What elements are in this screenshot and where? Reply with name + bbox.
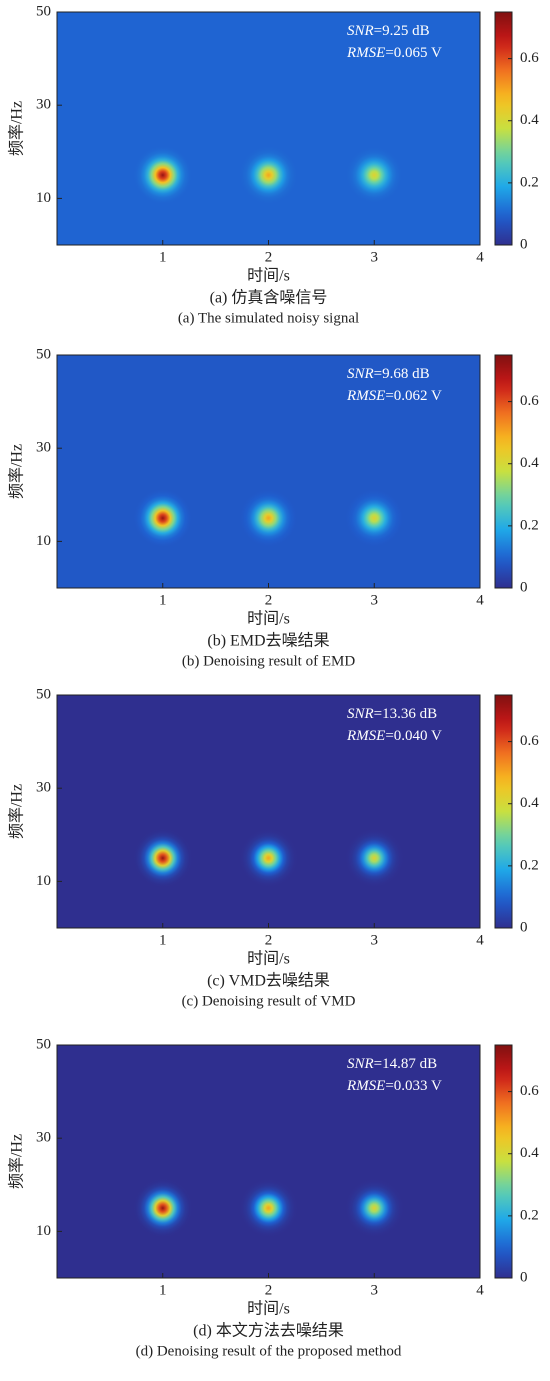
colorbar-tick-label: 0	[520, 1269, 528, 1285]
x-tick-label: 4	[476, 932, 484, 948]
x-axis-label: 时间/s	[247, 950, 290, 968]
heatmap-peak	[344, 828, 405, 889]
colorbar-tick-label: 0	[520, 236, 528, 252]
x-tick-label: 4	[476, 249, 484, 265]
annotation: RMSE=0.065 V	[346, 45, 442, 61]
heatmap-peak	[132, 828, 193, 889]
x-tick-label: 4	[476, 592, 484, 608]
heatmap-peak	[238, 145, 299, 206]
colorbar	[494, 354, 513, 589]
colorbar-tick-label: 0.4	[520, 455, 539, 471]
annotation: SNR=14.87 dB	[347, 1056, 437, 1072]
y-tick-label: 10	[36, 1223, 51, 1239]
colorbar-tick-label: 0.2	[520, 857, 539, 873]
y-tick-label: 30	[36, 1130, 51, 1146]
y-tick-label: 50	[36, 686, 51, 702]
y-tick-label: 50	[36, 3, 51, 19]
caption: (d) 本文方法去噪结果	[193, 1322, 344, 1340]
x-tick-label: 3	[371, 249, 379, 265]
x-tick-label: 3	[371, 932, 379, 948]
caption: (a) 仿真含噪信号	[210, 289, 328, 307]
colorbar-tick-label: 0.4	[520, 795, 539, 811]
y-tick-label: 50	[36, 346, 51, 362]
y-tick-label: 50	[36, 1036, 51, 1052]
colorbar-tick-label: 0.6	[520, 1083, 539, 1099]
y-tick-label: 10	[36, 190, 51, 206]
y-tick-label: 30	[36, 97, 51, 113]
y-tick-label: 10	[36, 533, 51, 549]
heatmap-peak	[344, 1178, 405, 1239]
heatmap-peak	[132, 488, 193, 549]
annotation: SNR=9.68 dB	[347, 366, 430, 382]
caption-english: (d) Denoising result of the proposed met…	[136, 1343, 402, 1359]
heatmap-peak	[132, 1178, 193, 1239]
colorbar-tick-label: 0	[520, 919, 528, 935]
x-tick-label: 2	[265, 592, 273, 608]
heatmap-peak	[344, 145, 405, 206]
colorbar-tick-label: 0.6	[520, 393, 539, 409]
annotation: RMSE=0.033 V	[346, 1078, 442, 1094]
colorbar-tick-label: 0.6	[520, 50, 539, 66]
colorbar-tick-label: 0.6	[520, 733, 539, 749]
colorbar-tick-label: 0.2	[520, 517, 539, 533]
y-tick-label: 10	[36, 873, 51, 889]
y-tick-label: 30	[36, 440, 51, 456]
x-tick-label: 1	[159, 592, 167, 608]
x-axis-label: 时间/s	[247, 1300, 290, 1318]
y-axis-label: 频率/Hz	[8, 784, 26, 839]
heatmap-peak	[132, 145, 193, 206]
x-axis-label: 时间/s	[247, 610, 290, 628]
x-tick-label: 1	[159, 932, 167, 948]
y-axis-label: 频率/Hz	[8, 444, 26, 499]
caption-english: (b) Denoising result of EMD	[182, 653, 355, 669]
heatmap-background	[57, 12, 480, 245]
heatmap-peak	[238, 828, 299, 889]
colorbar	[494, 694, 513, 929]
x-tick-label: 3	[371, 1282, 379, 1298]
x-tick-label: 2	[265, 932, 273, 948]
y-axis-label: 频率/Hz	[8, 101, 26, 156]
colorbar-tick-label: 0	[520, 579, 528, 595]
colorbar-tick-label: 0.4	[520, 112, 539, 128]
x-tick-label: 2	[265, 1282, 273, 1298]
heatmap-background	[57, 1045, 480, 1278]
annotation: RMSE=0.040 V	[346, 728, 442, 744]
x-tick-label: 1	[159, 249, 167, 265]
x-tick-label: 3	[371, 592, 379, 608]
colorbar-tick-label: 0.2	[520, 1207, 539, 1223]
caption: (b) EMD去噪结果	[207, 632, 329, 650]
annotation: RMSE=0.062 V	[346, 388, 442, 404]
x-tick-label: 4	[476, 1282, 484, 1298]
y-tick-label: 30	[36, 780, 51, 796]
caption-english: (a) The simulated noisy signal	[178, 310, 359, 326]
heatmap-peak	[238, 488, 299, 549]
colorbar-tick-label: 0.2	[520, 174, 539, 190]
annotation: SNR=9.25 dB	[347, 23, 430, 39]
x-tick-label: 2	[265, 249, 273, 265]
heatmap-background	[57, 355, 480, 588]
colorbar	[494, 1044, 513, 1279]
caption: (c) VMD去噪结果	[207, 972, 330, 990]
caption-english: (c) Denoising result of VMD	[182, 993, 356, 1009]
heatmap-background	[57, 695, 480, 928]
heatmap-peak	[238, 1178, 299, 1239]
colorbar	[494, 11, 513, 246]
heatmap-peak	[344, 488, 405, 549]
x-axis-label: 时间/s	[247, 267, 290, 285]
annotation: SNR=13.36 dB	[347, 706, 437, 722]
colorbar-tick-label: 0.4	[520, 1145, 539, 1161]
x-tick-label: 1	[159, 1282, 167, 1298]
y-axis-label: 频率/Hz	[8, 1134, 26, 1189]
